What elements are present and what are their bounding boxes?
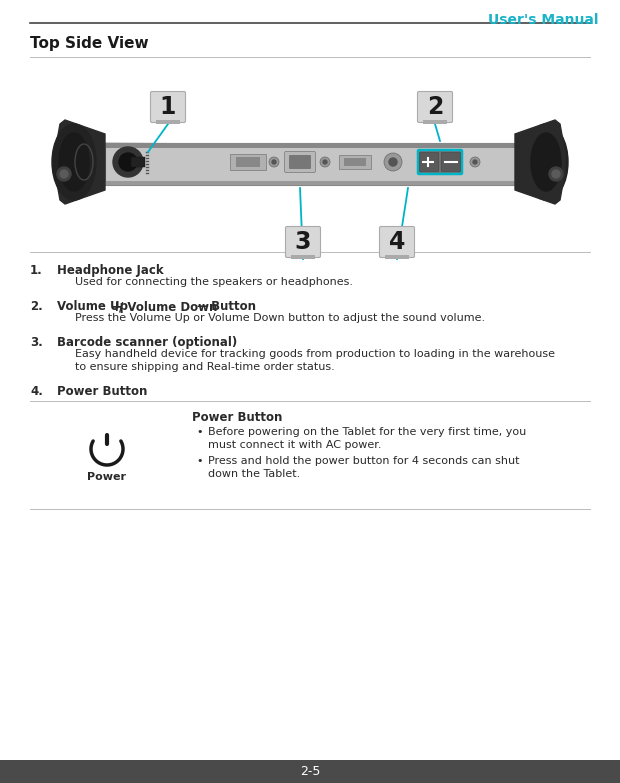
Circle shape [323, 160, 327, 164]
Circle shape [389, 158, 397, 166]
FancyBboxPatch shape [285, 226, 321, 258]
Circle shape [320, 157, 330, 167]
Text: User's Manual: User's Manual [487, 13, 598, 27]
Text: Before powering on the Tablet for the very first time, you: Before powering on the Tablet for the ve… [208, 427, 526, 437]
Bar [236, 157, 260, 167]
Text: to ensure shipping and Real-time order status.: to ensure shipping and Real-time order s… [75, 362, 335, 372]
Text: / Volume Down: / Volume Down [119, 300, 218, 313]
Text: Easy handheld device for tracking goods from production to loading in the wareho: Easy handheld device for tracking goods … [75, 349, 555, 359]
Text: Press and hold the power button for 4 seconds can shut: Press and hold the power button for 4 se… [208, 456, 520, 466]
Bar [105, 143, 515, 185]
Text: must connect it with AC power.: must connect it with AC power. [208, 440, 381, 450]
Bar [105, 143, 515, 148]
Bar [0, 760, 620, 783]
Circle shape [473, 160, 477, 164]
Bar [156, 120, 180, 124]
Bar [385, 255, 409, 259]
Text: Power: Power [87, 472, 126, 482]
Text: Press the Volume Up or Volume Down button to adjust the sound volume.: Press the Volume Up or Volume Down butto… [75, 313, 485, 323]
Circle shape [113, 147, 143, 177]
Text: 3.: 3. [30, 336, 43, 349]
Circle shape [272, 160, 276, 164]
Text: Top Side View: Top Side View [30, 36, 149, 51]
Bar [339, 155, 371, 169]
Ellipse shape [59, 133, 89, 191]
Text: 4: 4 [389, 230, 405, 254]
Ellipse shape [524, 124, 568, 200]
Text: 1.: 1. [30, 264, 43, 277]
Text: 2-5: 2-5 [300, 765, 320, 778]
Bar [131, 157, 145, 167]
Text: 4.: 4. [30, 385, 43, 398]
Text: 1: 1 [160, 95, 176, 119]
Circle shape [60, 170, 68, 178]
Bar [105, 181, 515, 185]
Text: 3: 3 [294, 230, 311, 254]
Text: Used for connecting the speakers or headphones.: Used for connecting the speakers or head… [75, 277, 353, 287]
Text: down the Tablet.: down the Tablet. [208, 469, 300, 479]
Ellipse shape [531, 133, 561, 191]
Polygon shape [515, 120, 565, 204]
Text: •: • [196, 427, 203, 437]
Circle shape [552, 170, 560, 178]
Circle shape [269, 157, 279, 167]
Bar [291, 255, 315, 259]
Circle shape [119, 153, 137, 171]
Text: +: + [110, 300, 122, 314]
Text: —: — [196, 300, 208, 313]
Text: Barcode scanner (optional): Barcode scanner (optional) [57, 336, 237, 349]
Text: •: • [196, 456, 203, 466]
Bar [423, 120, 447, 124]
FancyBboxPatch shape [289, 155, 311, 169]
FancyBboxPatch shape [417, 92, 453, 122]
FancyBboxPatch shape [441, 153, 461, 171]
Circle shape [470, 157, 480, 167]
Text: Headphone Jack: Headphone Jack [57, 264, 164, 277]
Circle shape [384, 153, 402, 171]
Polygon shape [105, 143, 515, 185]
Text: 2.: 2. [30, 300, 43, 313]
FancyBboxPatch shape [418, 150, 462, 174]
Polygon shape [55, 120, 105, 204]
Text: Volume Up: Volume Up [57, 300, 128, 313]
Text: Button: Button [207, 300, 256, 313]
Circle shape [549, 167, 563, 181]
Bar [344, 158, 366, 166]
FancyBboxPatch shape [151, 92, 185, 122]
FancyBboxPatch shape [285, 151, 316, 172]
Text: Power Button: Power Button [192, 411, 282, 424]
Circle shape [57, 167, 71, 181]
Bar [230, 154, 266, 170]
Text: 2: 2 [427, 95, 443, 119]
Ellipse shape [52, 124, 96, 200]
FancyBboxPatch shape [379, 226, 415, 258]
Text: Power Button: Power Button [57, 385, 148, 398]
FancyBboxPatch shape [420, 153, 438, 171]
